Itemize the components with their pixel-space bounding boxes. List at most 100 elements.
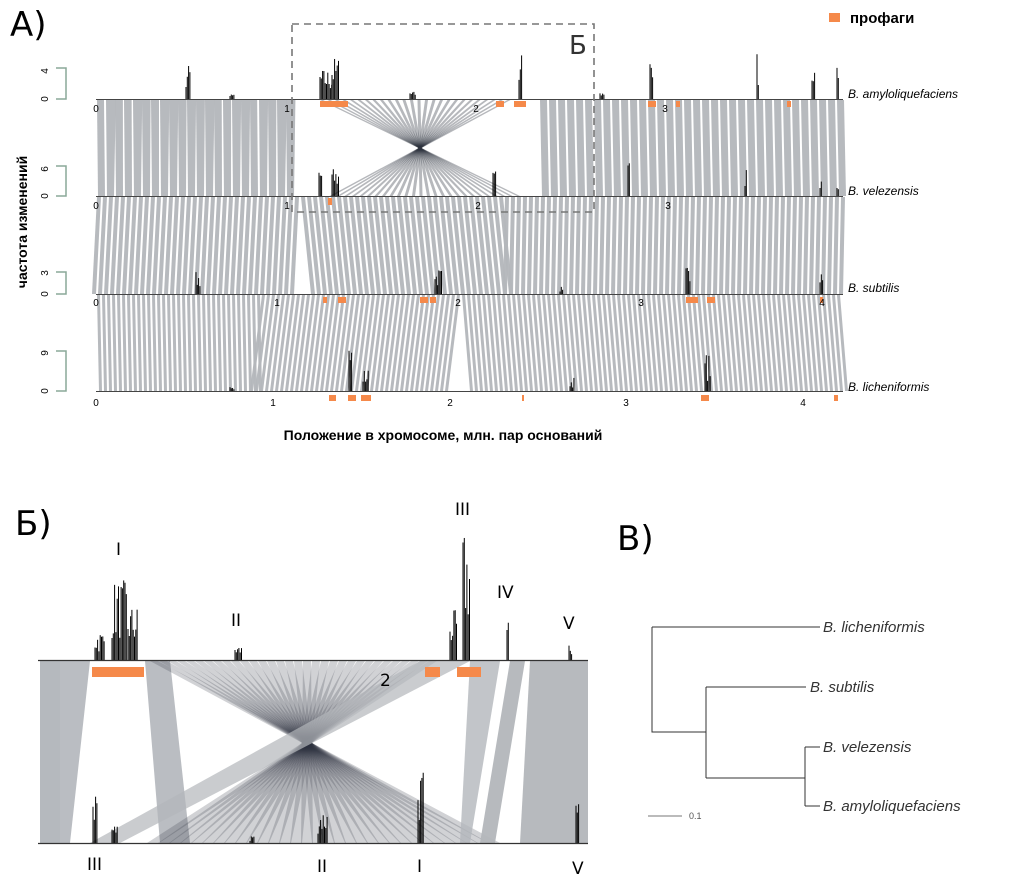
synteny-ribbon [492,295,503,391]
synteny-ribbon [552,295,563,391]
synteny-ribbon [717,295,728,391]
prophage-mark [820,297,823,303]
synteny-ribbon [192,295,197,391]
synteny-ribbon [420,295,435,391]
species-label-amyloliquefaciens: B. amyloliquefaciens [848,87,958,101]
synteny-ribbon [286,100,296,196]
synteny-ribbon [231,661,401,843]
synteny-ribbon [576,100,585,196]
prophage-mark [92,667,144,677]
synteny-ribbon [224,197,233,294]
synteny-ribbon [545,197,551,294]
prophage-mark [430,297,436,303]
y-bracket-2 [56,165,67,197]
synteny-ribbon [767,197,773,294]
synteny-ribbon [249,661,379,843]
synteny-ribbon [757,295,768,391]
synteny-ribbon [213,661,423,843]
synteny-ribbon [301,661,313,843]
x-tick-label: 0 [93,298,99,309]
synteny-ribbon [200,197,209,294]
synteny-ribbon [515,197,521,294]
prophage-mark [420,297,428,303]
synteny-ribbon [390,295,405,391]
synteny-ribbon [629,197,635,294]
synteny-ribbon [791,197,797,294]
synteny-ribbon [178,100,187,196]
synteny-ribbon [248,197,257,294]
synteny-ribbon [187,295,192,391]
synteny-ribbon [205,100,215,196]
synteny-ribbon [497,295,508,391]
x-tick-label: 0 [93,104,99,115]
synteny-ribbon [801,100,810,196]
synteny-ribbon [430,295,445,391]
synteny-ribbon [532,295,543,391]
tree-leaf-amyloliquefaciens: B. amyloliquefaciens [823,798,961,815]
synteny-ribbon [648,100,657,196]
synteny-ribbon [702,100,711,196]
synteny-ribbon [630,100,639,196]
synteny-ribbon [319,197,333,294]
synteny-ribbon [785,197,791,294]
ytick-min-4: 0 [40,388,51,394]
synteny-ribbon [549,100,558,196]
synteny-ribbon [128,197,137,294]
synteny-ribbon [731,197,737,294]
synteny-ribbon [832,295,843,391]
synteny-ribbon [435,295,450,391]
synteny-ribbon [335,100,505,196]
synteny-ribbon [672,295,683,391]
synteny-ribbon [268,661,338,843]
synteny-ribbon [246,661,356,843]
synteny-ribbon [582,295,593,391]
synteny-ribbon [250,100,258,196]
y-axis-title: частота изменений [14,156,30,288]
synteny-ribbon [402,100,438,196]
synteny-ribbon [756,100,765,196]
synteny-ribbon [472,295,483,391]
synteny-ribbon [404,100,436,196]
prophage-mark [686,297,698,303]
synteny-ribbon [712,295,723,391]
synteny-ribbon [783,100,792,196]
synteny-ribbon [642,295,653,391]
synteny-ribbon [395,100,445,196]
synteny-ribbon [98,197,107,294]
synteny-ribbon [557,197,563,294]
synteny-ribbon [158,197,167,294]
prophage-mark [338,297,346,303]
synteny-ribbon [457,197,471,294]
synteny-ribbon [307,197,321,294]
synteny-ribbon [290,661,320,843]
prophage-mark [425,667,440,677]
legend-label: профаги [850,10,914,27]
synteny-ribbon [612,100,621,196]
synteny-ribbon [290,295,305,391]
synteny-ribbon [187,100,197,196]
synteny-ribbon [827,295,838,391]
synteny-ribbon [379,197,393,294]
synteny-ribbon [666,100,675,196]
synteny-ribbons-b [40,661,588,843]
legend-swatch [829,13,840,22]
synteny-ribbon [106,100,116,196]
synteny-ribbon [653,197,659,294]
prophage-mark [496,101,504,107]
synteny-ribbon [410,295,425,391]
synteny-ribbon [170,197,179,294]
synteny-ribbon [747,100,756,196]
synteny-ribbon [212,197,221,294]
synteny-ribbon [765,100,774,196]
synteny-ribbon [522,295,533,391]
synteny-ribbon [405,295,420,391]
panel-letter-c: В) [617,519,654,559]
synteny-ribbon [214,100,222,196]
synteny-ribbon [122,197,131,294]
synteny-ribbon [587,197,593,294]
synteny-ribbon [692,295,703,391]
synteny-ribbon [637,295,648,391]
zoom-box-label: Б [569,31,587,61]
variation-peaks-b [92,537,580,843]
synteny-ribbon [415,295,430,391]
